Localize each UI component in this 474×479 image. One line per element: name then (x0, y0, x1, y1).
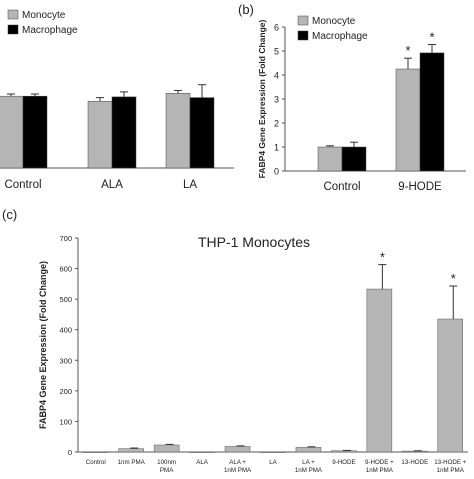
chart-a: Control ALA LA Monocyte Macrophage (0, 9, 234, 191)
y-tick-label: 200 (59, 387, 72, 396)
legend-label-monocyte: Monocyte (312, 16, 356, 27)
bar-100nm-pma (153, 444, 180, 453)
x-tick-label: Control (4, 179, 41, 191)
y-tick-label: 500 (59, 295, 72, 304)
legend-swatch-monocyte (7, 9, 19, 20)
panel-a: Control ALA LA Monocyte Macrophage (0, 0, 238, 200)
y-axis-title: FABP4 Gene Expression (Fold Change) (257, 19, 267, 178)
y-tick-label: 1 (274, 143, 279, 153)
x-tick-label: 13-HODE (401, 459, 428, 466)
x-tick-label: LA + (302, 459, 315, 466)
y-tick-label: 4 (274, 71, 279, 81)
x-tick-label: 9-HODE + (365, 459, 394, 466)
y-tick-label: 6 (274, 23, 279, 33)
bar-control (82, 451, 109, 453)
x-tick-label: ALA (196, 459, 209, 466)
x-tick-label: 1nM PMA (295, 467, 323, 474)
x-tick-label: 13-HODE + (434, 459, 467, 466)
x-tick-label: 9-HODE (332, 459, 355, 466)
bar-monocyte-9-hode (395, 68, 421, 172)
significance-marker: * (405, 43, 410, 58)
legend-swatch-monocyte (297, 15, 309, 26)
chart-b: (b) 0 1 2 3 4 5 6 FABP4 Gene Expression (Fold Ch… (238, 2, 466, 193)
significance-marker: * (380, 250, 385, 265)
bar-macrophage-control (341, 146, 367, 172)
y-tick-label: 400 (59, 326, 72, 335)
panel-label: (b) (238, 2, 254, 17)
bar-la (260, 451, 286, 453)
significance-marker: * (429, 30, 434, 45)
x-tick-label: Control (86, 459, 106, 466)
y-tick-label: 100 (59, 417, 72, 426)
bar-macrophage-ala (111, 96, 137, 169)
legend-label-monocyte: Monocyte (22, 10, 66, 21)
x-tick-label: 1nm PMA (118, 459, 146, 466)
y-tick-label: 2 (274, 119, 279, 129)
bar-monocyte-la (165, 93, 191, 169)
bar-macrophage-control (22, 95, 48, 169)
y-tick-label: 0 (274, 167, 279, 177)
legend-label-macrophage: Macrophage (22, 25, 78, 36)
x-tick-label: LA (269, 459, 277, 466)
y-tick-label: 700 (59, 234, 72, 243)
bar-monocyte-ala (87, 100, 113, 169)
x-tick-label: 1nM PMA (366, 467, 394, 474)
y-axis-title: FABP4 Gene Expression (Fold Change) (38, 261, 48, 429)
legend-swatch-macrophage (297, 30, 309, 41)
bar-13-hode-1nm-pma (437, 318, 464, 453)
x-tick-label: 1nM PMA (437, 467, 465, 474)
y-tick-label: 0 (68, 448, 72, 457)
x-tick-label: Control (323, 181, 360, 193)
x-tick-label: LA (183, 179, 197, 191)
bar-1nm-pma (118, 448, 144, 453)
chart-c: (c) THP-1 Monocytes 0 100 200 300 400 500 600 700… (2, 207, 468, 474)
y-tick-label: 3 (274, 95, 279, 105)
x-tick-label: ALA (101, 179, 123, 191)
x-tick-label: 9-HODE (398, 181, 442, 193)
legend-swatch-macrophage (7, 24, 19, 35)
bar-9-hode-1nm-pma (366, 288, 393, 453)
bar-monocyte-control (0, 95, 24, 169)
x-tick-label: PMA (160, 467, 174, 474)
legend-label-macrophage: Macrophage (312, 31, 368, 42)
panel-label: (c) (2, 207, 17, 222)
bar-macrophage-9-hode (419, 52, 445, 172)
y-tick-label: 5 (274, 47, 279, 57)
bar-ala-1nm-pma (224, 446, 251, 453)
y-tick-label: 300 (59, 356, 72, 365)
x-tick-label: 100nm (157, 459, 176, 466)
bar-monocyte-control (317, 146, 343, 172)
x-tick-label: ALA + (229, 459, 246, 466)
panel-b: (b) 0 1 2 3 4 5 6 FABP4 Gene Expression (Fold Ch… (238, 0, 474, 205)
bar-la-1nm-pma (295, 447, 322, 453)
significance-marker: * (451, 271, 456, 286)
bar-ala (189, 451, 215, 453)
x-tick-label: 1nM PMA (224, 467, 252, 474)
bar-macrophage-la (189, 97, 215, 169)
panel-c: (c) THP-1 Monocytes 0 100 200 300 400 500 600 700… (0, 205, 474, 474)
chart-title: THP-1 Monocytes (198, 234, 310, 250)
y-tick-label: 600 (59, 265, 72, 274)
